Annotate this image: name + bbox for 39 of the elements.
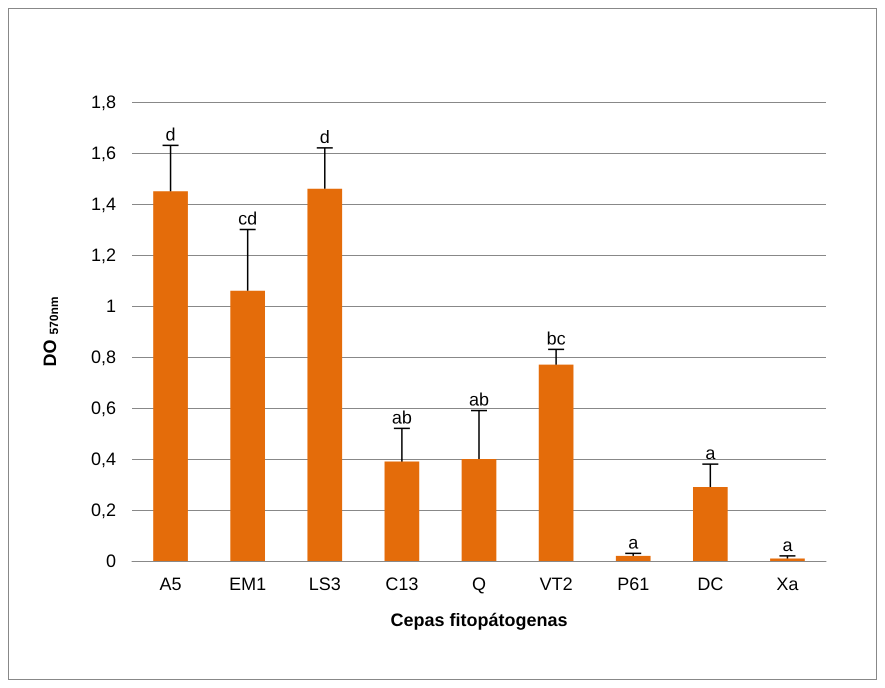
x-axis-title: Cepas fitopátogenas xyxy=(390,610,568,630)
annotation: bc xyxy=(546,328,566,348)
bar xyxy=(462,459,496,561)
x-tick-label: DC xyxy=(697,574,724,594)
bar xyxy=(153,191,188,561)
annotation: ab xyxy=(392,407,412,428)
x-tick-label: P61 xyxy=(617,574,650,594)
y-tick-label: 0,2 xyxy=(90,500,116,520)
annotation: d xyxy=(320,126,330,147)
annotation: ab xyxy=(468,390,490,410)
annotation: a xyxy=(782,534,794,555)
y-tick-label: 1,6 xyxy=(90,143,116,163)
bar xyxy=(770,558,805,561)
y-axis-title: DO 570nm xyxy=(40,296,61,367)
annotation: cd xyxy=(238,208,258,228)
y-tick-label: 0 xyxy=(106,551,116,571)
x-tick-label: C13 xyxy=(385,574,418,594)
y-tick-label: 0,4 xyxy=(90,449,116,469)
x-tick-label: A5 xyxy=(160,574,182,594)
annotation: d xyxy=(166,124,176,144)
y-tick-label: 0,6 xyxy=(90,398,116,418)
annotation: a xyxy=(705,443,716,464)
x-tick-label: Xa xyxy=(776,574,800,594)
bar xyxy=(307,188,342,561)
bar xyxy=(384,462,420,561)
y-tick-label: 1 xyxy=(106,296,116,316)
bar xyxy=(230,290,266,561)
bar xyxy=(692,487,728,561)
y-tick-label: 1,8 xyxy=(90,92,116,112)
bar xyxy=(538,364,574,561)
x-tick-label: LS3 xyxy=(308,574,341,594)
y-tick-label: 0,8 xyxy=(90,347,116,367)
y-tick-label: 1,2 xyxy=(90,245,116,265)
x-tick-label: EM1 xyxy=(229,574,266,594)
y-tick-label: 1,4 xyxy=(90,194,116,214)
x-tick-label: Q xyxy=(472,574,486,594)
bar xyxy=(616,556,651,561)
x-tick-label: VT2 xyxy=(540,574,573,594)
annotation: a xyxy=(628,532,640,552)
